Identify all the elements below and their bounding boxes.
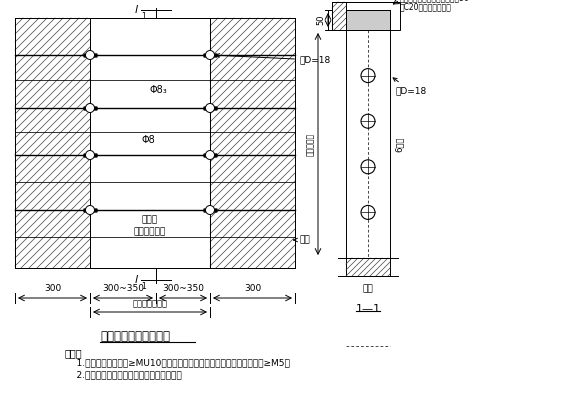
Text: 1: 1 [142,282,146,291]
Circle shape [86,150,95,160]
Circle shape [205,206,215,214]
Text: 新砖墙: 新砖墙 [142,216,158,224]
Text: 原有门窗洞口宽: 原有门窗洞口宽 [132,299,168,308]
Circle shape [86,104,95,112]
Text: Φ8: Φ8 [141,135,155,145]
Bar [15,18,90,268]
Circle shape [361,206,375,219]
Text: 新砖墙与旧墙体压顶洞口留空50: 新砖墙与旧墙体压顶洞口留空50 [400,0,470,2]
Circle shape [86,206,95,214]
Text: 孔D=18: 孔D=18 [216,54,331,64]
Text: 50: 50 [316,15,325,25]
Circle shape [205,50,215,60]
Text: 300: 300 [244,284,261,293]
Text: 门窗洞口墙体加固大样: 门窗洞口墙体加固大样 [100,330,170,343]
Text: 2.新旧砂体接缝及孔洞处，须用砂浆灌实。: 2.新旧砂体接缝及孔洞处，须用砂浆灌实。 [65,370,182,379]
Bar [332,2,346,30]
Text: Φ8₃: Φ8₃ [149,85,167,95]
Text: 门窗洞高度: 门窗洞高度 [306,132,315,156]
Text: 1—1: 1—1 [355,304,381,314]
Text: 孔D=18: 孔D=18 [393,78,426,95]
Text: 1: 1 [142,12,146,21]
Bar [346,258,390,276]
Circle shape [361,69,375,83]
Text: l: l [135,5,138,15]
Circle shape [361,160,375,174]
Circle shape [205,104,215,112]
Text: 地基: 地基 [363,284,373,293]
Text: 用C20素混凝土灌灌实: 用C20素混凝土灌灌实 [400,2,452,12]
Circle shape [205,150,215,160]
Text: 旧墙: 旧墙 [294,236,311,244]
Circle shape [361,114,375,128]
Text: l: l [135,275,138,285]
Text: （原门窗洞）: （原门窗洞） [134,228,166,236]
Text: 300~350: 300~350 [102,284,144,293]
Bar [90,18,210,268]
Text: 说明：: 说明： [65,348,83,358]
Text: 1.墙体用砖强度等级≥MU10；砂浆强度等级应高于原墙体砂浆一级，且≥M5。: 1.墙体用砖强度等级≥MU10；砂浆强度等级应高于原墙体砂浆一级，且≥M5。 [65,358,290,367]
Bar [332,2,400,30]
Text: 300~350: 300~350 [162,284,204,293]
Bar [346,10,390,30]
Bar [210,18,295,268]
Text: 6层砖: 6层砖 [395,136,404,152]
Text: 300: 300 [44,284,61,293]
Circle shape [86,50,95,60]
